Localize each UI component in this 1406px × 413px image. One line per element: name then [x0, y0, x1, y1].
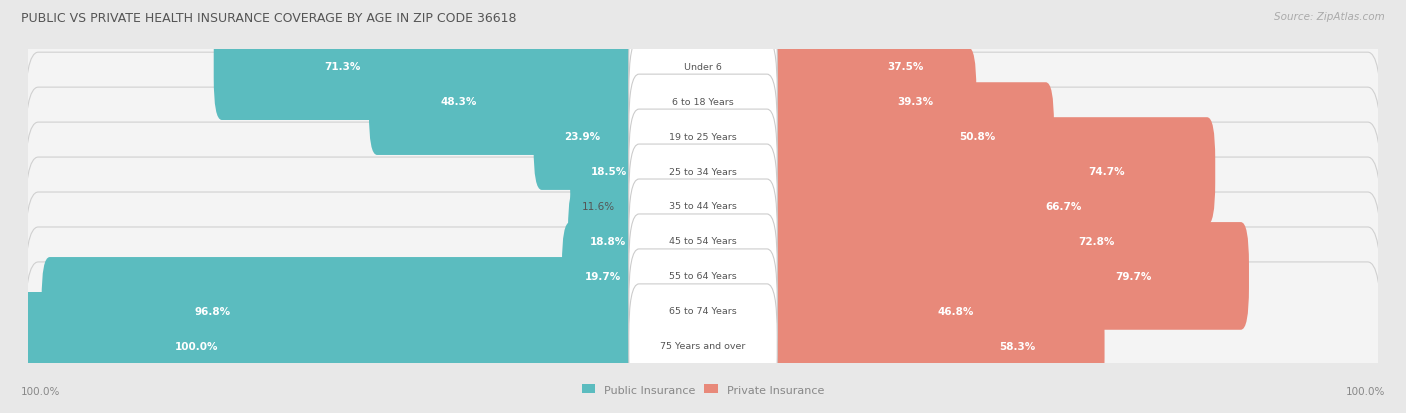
Text: 18.5%: 18.5% — [592, 166, 627, 177]
FancyBboxPatch shape — [25, 0, 1381, 151]
FancyBboxPatch shape — [569, 118, 711, 225]
FancyBboxPatch shape — [695, 292, 1105, 400]
Text: Source: ZipAtlas.com: Source: ZipAtlas.com — [1274, 12, 1385, 22]
FancyBboxPatch shape — [695, 83, 1054, 190]
FancyBboxPatch shape — [628, 145, 778, 268]
FancyBboxPatch shape — [628, 249, 778, 373]
FancyBboxPatch shape — [214, 13, 711, 121]
FancyBboxPatch shape — [25, 123, 1381, 290]
FancyBboxPatch shape — [695, 257, 1026, 365]
FancyBboxPatch shape — [534, 83, 711, 190]
Text: 72.8%: 72.8% — [1078, 236, 1114, 247]
FancyBboxPatch shape — [628, 110, 778, 233]
Text: 74.7%: 74.7% — [1088, 166, 1125, 177]
FancyBboxPatch shape — [628, 75, 778, 199]
Text: 45 to 54 Years: 45 to 54 Years — [669, 237, 737, 246]
Text: 48.3%: 48.3% — [440, 97, 477, 107]
Text: 100.0%: 100.0% — [21, 387, 60, 396]
FancyBboxPatch shape — [628, 5, 778, 129]
Text: 46.8%: 46.8% — [938, 306, 974, 316]
Text: 75 Years and over: 75 Years and over — [661, 342, 745, 351]
Text: 23.9%: 23.9% — [564, 132, 600, 142]
Text: 19.7%: 19.7% — [585, 271, 621, 281]
Text: 35 to 44 Years: 35 to 44 Years — [669, 202, 737, 211]
Text: Under 6: Under 6 — [685, 62, 721, 71]
FancyBboxPatch shape — [568, 188, 711, 295]
Text: 37.5%: 37.5% — [887, 62, 924, 72]
FancyBboxPatch shape — [628, 284, 778, 408]
Text: PUBLIC VS PRIVATE HEALTH INSURANCE COVERAGE BY AGE IN ZIP CODE 36618: PUBLIC VS PRIVATE HEALTH INSURANCE COVER… — [21, 12, 516, 25]
FancyBboxPatch shape — [562, 223, 711, 330]
Text: 65 to 74 Years: 65 to 74 Years — [669, 306, 737, 316]
FancyBboxPatch shape — [628, 40, 778, 164]
Text: 100.0%: 100.0% — [176, 341, 218, 351]
FancyBboxPatch shape — [368, 48, 711, 156]
Legend: Public Insurance, Private Insurance: Public Insurance, Private Insurance — [578, 380, 828, 399]
Text: 55 to 64 Years: 55 to 64 Years — [669, 272, 737, 281]
FancyBboxPatch shape — [695, 188, 1202, 295]
FancyBboxPatch shape — [25, 262, 1381, 413]
Text: 19 to 25 Years: 19 to 25 Years — [669, 132, 737, 141]
FancyBboxPatch shape — [25, 158, 1381, 325]
FancyBboxPatch shape — [695, 223, 1249, 330]
Text: 39.3%: 39.3% — [897, 97, 934, 107]
FancyBboxPatch shape — [628, 180, 778, 303]
Text: 25 to 34 Years: 25 to 34 Years — [669, 167, 737, 176]
Text: 71.3%: 71.3% — [323, 62, 360, 72]
FancyBboxPatch shape — [25, 53, 1381, 221]
FancyBboxPatch shape — [25, 228, 1381, 395]
FancyBboxPatch shape — [695, 118, 1215, 225]
Text: 66.7%: 66.7% — [1045, 202, 1081, 211]
Text: 96.8%: 96.8% — [195, 306, 231, 316]
Text: 18.8%: 18.8% — [589, 236, 626, 247]
Text: 50.8%: 50.8% — [959, 132, 995, 142]
FancyBboxPatch shape — [42, 257, 711, 365]
Text: 11.6%: 11.6% — [582, 202, 614, 211]
FancyBboxPatch shape — [628, 214, 778, 338]
FancyBboxPatch shape — [25, 18, 1381, 185]
FancyBboxPatch shape — [25, 88, 1381, 255]
FancyBboxPatch shape — [695, 153, 1161, 260]
Text: 58.3%: 58.3% — [1000, 341, 1036, 351]
FancyBboxPatch shape — [25, 192, 1381, 360]
FancyBboxPatch shape — [695, 48, 976, 156]
Text: 79.7%: 79.7% — [1115, 271, 1152, 281]
Text: 100.0%: 100.0% — [1346, 387, 1385, 396]
FancyBboxPatch shape — [695, 13, 965, 121]
Text: 6 to 18 Years: 6 to 18 Years — [672, 97, 734, 107]
FancyBboxPatch shape — [617, 153, 711, 260]
FancyBboxPatch shape — [20, 292, 711, 400]
